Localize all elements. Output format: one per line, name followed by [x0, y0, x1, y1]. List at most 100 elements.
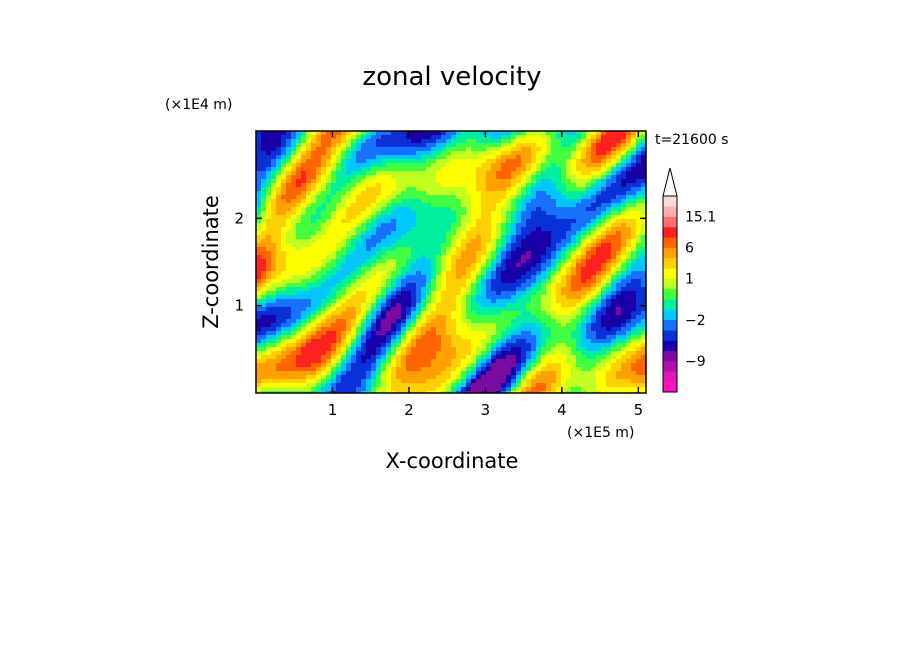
heatmap-cell	[626, 315, 632, 320]
heatmap-cell	[291, 207, 297, 212]
heatmap-cell	[306, 311, 312, 316]
heatmap-cell	[391, 231, 397, 236]
heatmap-cell	[561, 131, 567, 136]
heatmap-cell	[386, 347, 392, 352]
heatmap-cell	[481, 263, 487, 268]
heatmap-cell	[366, 295, 372, 300]
heatmap-cell	[451, 295, 457, 300]
heatmap-cell	[451, 207, 457, 212]
heatmap-cell	[481, 279, 487, 284]
heatmap-cell	[431, 291, 437, 296]
heatmap-cell	[486, 159, 492, 164]
heatmap-cell	[616, 171, 622, 176]
heatmap-cell	[556, 359, 562, 364]
heatmap-cell	[421, 315, 427, 320]
heatmap-cell	[286, 287, 292, 292]
heatmap-cell	[386, 275, 392, 280]
heatmap-cell	[531, 251, 537, 256]
heatmap-cell	[366, 335, 372, 340]
heatmap-cell	[491, 283, 497, 288]
heatmap-cell	[306, 315, 312, 320]
heatmap-cell	[546, 359, 552, 364]
heatmap-cell	[501, 167, 507, 172]
heatmap-cell	[611, 343, 617, 348]
heatmap-cell	[586, 143, 592, 148]
heatmap-cell	[276, 147, 282, 152]
heatmap-cell	[406, 271, 412, 276]
heatmap-cell	[616, 379, 622, 384]
heatmap-cell	[556, 171, 562, 176]
heatmap-cell	[586, 375, 592, 380]
heatmap-cell	[536, 383, 542, 388]
heatmap-cell	[496, 311, 502, 316]
heatmap-cell	[476, 263, 482, 268]
heatmap-cell	[321, 335, 327, 340]
heatmap-cell	[316, 267, 322, 272]
heatmap-cell	[356, 171, 362, 176]
heatmap-cell	[341, 359, 347, 364]
heatmap-cell	[296, 159, 302, 164]
heatmap-cell	[571, 359, 577, 364]
heatmap-cell	[346, 299, 352, 304]
heatmap-cell	[301, 331, 307, 336]
heatmap-cell	[446, 311, 452, 316]
heatmap-cell	[596, 271, 602, 276]
heatmap-cell	[576, 283, 582, 288]
heatmap-cell	[486, 271, 492, 276]
heatmap-cell	[431, 131, 437, 136]
heatmap-cell	[391, 335, 397, 340]
heatmap-cell	[571, 139, 577, 144]
heatmap-cell	[436, 291, 442, 296]
heatmap-cell	[356, 383, 362, 388]
heatmap-cell	[291, 151, 297, 156]
heatmap-cell	[326, 183, 332, 188]
heatmap-cell	[281, 215, 287, 220]
heatmap-cell	[311, 371, 317, 376]
heatmap-cell	[576, 327, 582, 332]
heatmap-cell	[601, 335, 607, 340]
heatmap-cell	[306, 175, 312, 180]
heatmap-cell	[481, 223, 487, 228]
heatmap-cell	[541, 315, 547, 320]
heatmap-cell	[366, 315, 372, 320]
heatmap-cell	[401, 303, 407, 308]
heatmap-cell	[516, 319, 522, 324]
heatmap-cell	[371, 315, 377, 320]
heatmap-cell	[316, 191, 322, 196]
heatmap-cell	[346, 319, 352, 324]
heatmap-cell	[541, 135, 547, 140]
heatmap-cell	[396, 227, 402, 232]
heatmap-cell	[431, 299, 437, 304]
heatmap-cell	[441, 163, 447, 168]
heatmap-cell	[601, 143, 607, 148]
heatmap-cell	[381, 355, 387, 360]
heatmap-cell	[641, 291, 646, 296]
heatmap-cell	[476, 311, 482, 316]
heatmap-cell	[486, 379, 492, 384]
heatmap-cell	[581, 311, 587, 316]
heatmap-cell	[326, 379, 332, 384]
heatmap-cell	[436, 179, 442, 184]
heatmap-cell	[641, 383, 646, 388]
heatmap-cell	[636, 279, 642, 284]
heatmap-cell	[561, 283, 567, 288]
heatmap-cell	[376, 287, 382, 292]
heatmap-cell	[621, 315, 627, 320]
heatmap-cell	[381, 235, 387, 240]
heatmap-cell	[341, 195, 347, 200]
heatmap-cell	[416, 163, 422, 168]
heatmap-cell	[506, 223, 512, 228]
heatmap-cell	[416, 211, 422, 216]
heatmap-cell	[581, 291, 587, 296]
heatmap-cell	[616, 211, 622, 216]
heatmap-cell	[406, 135, 412, 140]
heatmap-cell	[486, 315, 492, 320]
heatmap-cell	[326, 283, 332, 288]
heatmap-cell	[506, 351, 512, 356]
heatmap-cell	[356, 187, 362, 192]
heatmap-cell	[596, 299, 602, 304]
heatmap-cell	[301, 275, 307, 280]
heatmap-cell	[571, 203, 577, 208]
heatmap-cell	[576, 235, 582, 240]
heatmap-cell	[596, 211, 602, 216]
